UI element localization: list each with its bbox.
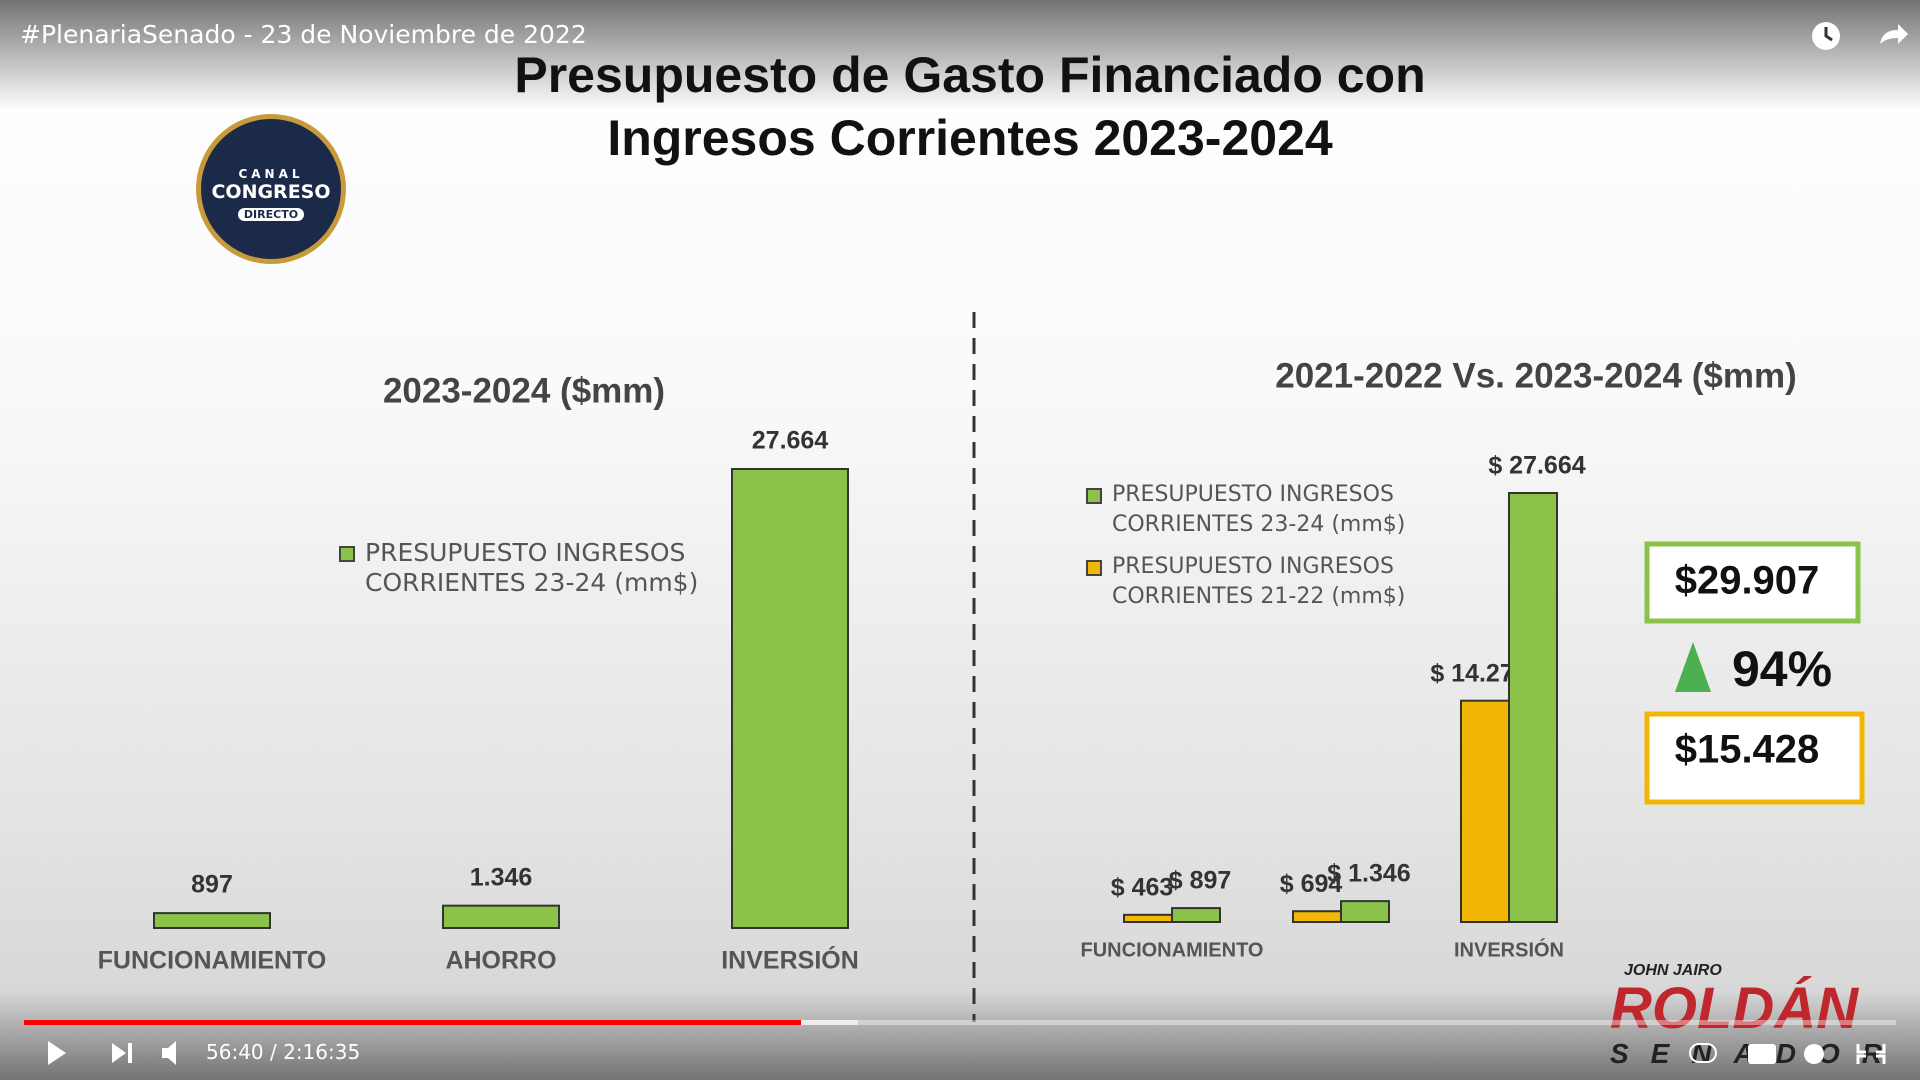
watermark: JOHN JAIRO ROLDÁN SENADOR [1610, 962, 1904, 1070]
annotation: $29.907 [1675, 559, 1820, 603]
bar [1292, 910, 1342, 924]
autoplay-toggle[interactable] [1689, 1043, 1717, 1063]
data-label: 1.346 [470, 863, 533, 891]
watermark-text: ROLDÁN [1610, 976, 1859, 1041]
slide-title: Presupuesto de Gasto Financiado con Ingr… [514, 47, 1426, 166]
legend-entry: PRESUPUESTO INGRESOS CORRIENTES 23-24 (m… [339, 538, 725, 598]
logo-text: CONGRESO [211, 181, 331, 203]
data-label: $ 694 [1280, 870, 1343, 898]
bar [1123, 913, 1173, 923]
watermark-text: JOHN JAIRO [1624, 962, 1722, 979]
bar [731, 468, 849, 929]
bar [153, 912, 271, 929]
top-controls [1812, 22, 1908, 50]
data-label: $ 27.664 [1488, 452, 1585, 480]
x-tick-label: AHORRO [445, 947, 556, 975]
right-controls [1689, 1043, 1886, 1064]
play-button[interactable] [48, 1041, 66, 1065]
legend-swatch [1086, 560, 1102, 576]
video-title[interactable]: #PlenariaSenado - 23 de Noviembre de 202… [20, 20, 587, 49]
share[interactable] [1880, 24, 1908, 44]
data-label: 897 [191, 871, 233, 899]
volume-button[interactable] [162, 1041, 176, 1065]
legend-swatch [1086, 488, 1102, 504]
watermark-text: SENADOR [1610, 1038, 1904, 1070]
next-button[interactable] [112, 1043, 132, 1063]
x-tick-label: FUNCIONAMIENTO [98, 947, 327, 975]
up-arrow [1675, 642, 1711, 692]
data-label: 27.664 [752, 427, 829, 455]
total-box [1644, 711, 1865, 805]
logo-text: CANAL [238, 167, 304, 181]
top-gradient [0, 0, 1920, 110]
progress-bar[interactable] [24, 1020, 1896, 1025]
legend-swatch [339, 546, 355, 562]
chart-title: 2021-2022 Vs. 2023-2024 ($mm) [1275, 356, 1796, 395]
bar [1171, 907, 1221, 924]
x-tick-label: INVERSIÓN [721, 945, 859, 975]
subtitles-button[interactable] [1748, 1044, 1776, 1064]
bar [1340, 900, 1390, 924]
data-label: $ 463 [1111, 873, 1174, 901]
x-tick-label: INVERSIÓN [1454, 937, 1564, 961]
bar [442, 904, 560, 930]
progress [24, 1020, 801, 1025]
annotation: 94% [1732, 641, 1832, 697]
settings-button[interactable] [1804, 1044, 1824, 1064]
legend-entry: PRESUPUESTO INGRESOS CORRIENTES 21-22 (m… [1086, 552, 1472, 612]
total-box [1644, 541, 1861, 624]
player-controls [48, 1041, 176, 1065]
fullscreen-button[interactable] [1856, 1044, 1886, 1064]
x-tick-label: FUNCIONAMIENTO [1081, 939, 1264, 961]
bar [1460, 699, 1510, 923]
data-label: $ 1.346 [1327, 860, 1410, 888]
data-label: $ 897 [1169, 867, 1232, 895]
legend-entry: PRESUPUESTO INGRESOS CORRIENTES 23-24 (m… [1086, 480, 1472, 540]
chart-title: 2023-2024 ($mm) [383, 371, 665, 410]
bottom-gradient [0, 990, 1920, 1080]
logo-text: DIRECTO [237, 208, 305, 221]
bar [1508, 492, 1558, 923]
annotation: $15.428 [1675, 728, 1820, 772]
time-display: 56:40 / 2:16:35 [206, 1040, 361, 1064]
logo: CANAL CONGRESO DIRECTO [196, 114, 346, 264]
